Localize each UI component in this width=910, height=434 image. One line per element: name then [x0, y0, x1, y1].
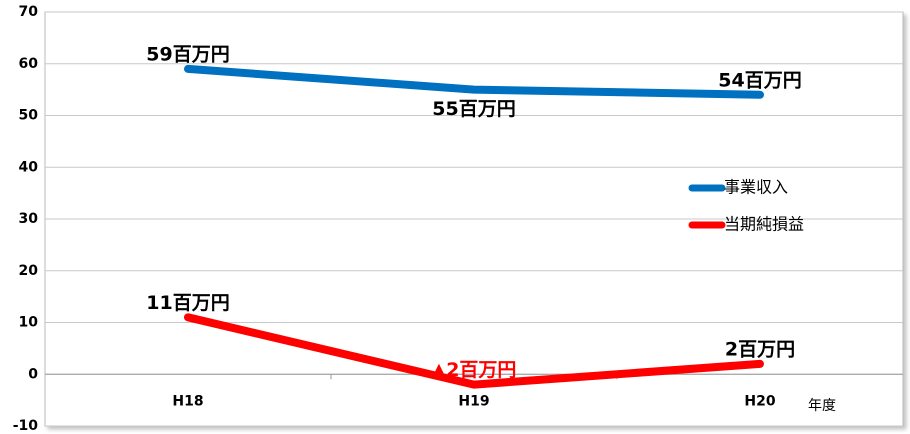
y-tick-label: -10: [13, 418, 39, 434]
series-line: [184, 64, 764, 99]
data-label: 54百万円: [718, 69, 801, 91]
x-tick-label: H19: [458, 393, 489, 409]
y-tick-label: 50: [19, 108, 39, 124]
x-tick-label: H18: [172, 393, 203, 409]
y-tick-label: 0: [28, 366, 38, 382]
data-label: 59百万円: [146, 43, 229, 65]
y-tick-label: 60: [19, 56, 39, 72]
y-tick-label: 40: [19, 159, 39, 175]
legend-label: 事業収入: [724, 178, 788, 197]
y-tick-label: 10: [19, 315, 39, 331]
series-line: [184, 313, 764, 389]
y-tick-label: 20: [19, 263, 39, 279]
data-label: 11百万円: [146, 292, 229, 314]
x-axis-label: 年度: [808, 398, 836, 414]
x-tick-label: H20: [744, 393, 775, 409]
y-tick-label: 30: [19, 211, 39, 227]
data-label: 2百万円: [725, 338, 795, 360]
y-tick-label: 70: [19, 4, 39, 20]
data-label: 55百万円: [432, 98, 515, 120]
legend-label: 当期純損益: [724, 215, 804, 234]
data-label: ▲2百万円: [432, 359, 517, 381]
